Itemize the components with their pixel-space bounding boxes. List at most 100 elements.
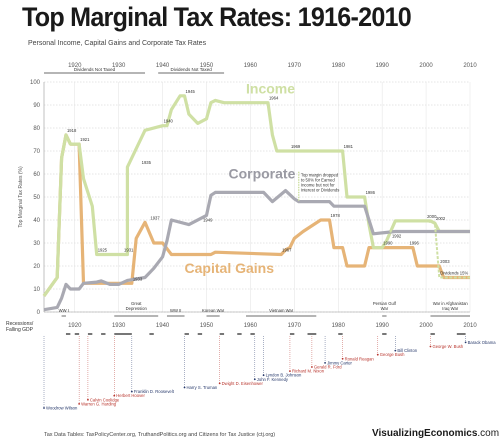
president-name: Jimmy Carter	[327, 360, 352, 365]
x-tick-label-bottom: 2000	[419, 323, 433, 329]
y-tick-label: 20	[33, 264, 40, 270]
annotation: 1918	[67, 128, 77, 133]
president-marker	[130, 390, 133, 393]
x-tick-label-top: 1960	[244, 63, 258, 69]
president-name: Franklin D. Roosevelt	[134, 389, 175, 394]
x-tick-label-bottom: 1950	[200, 323, 214, 329]
president-marker	[218, 382, 221, 385]
annotation: 1935	[142, 160, 152, 165]
y-tick-label: 50	[33, 195, 40, 201]
x-tick-label-bottom: 1970	[288, 323, 302, 329]
recession-bar	[184, 333, 189, 335]
annotation: 1933	[133, 276, 143, 281]
president-name: Barack Obama	[468, 340, 497, 345]
annotation: 1949	[203, 218, 213, 223]
president-name: Bill Clinton	[397, 348, 417, 353]
event-band-label: Great	[131, 301, 142, 306]
series-line-capital-gains	[42, 133, 470, 297]
president-marker	[78, 403, 81, 405]
page-title: Top Marginal Tax Rates: 1916-2010	[22, 2, 412, 32]
annotation: 1945	[186, 89, 196, 94]
recession-bar	[65, 333, 71, 335]
recession-bar	[430, 333, 435, 335]
president-name: Harry S. Truman	[187, 385, 218, 390]
president-name: George Bush	[380, 352, 405, 357]
president-marker	[43, 407, 45, 409]
recessions-label: Recessions/	[6, 321, 34, 327]
recession-bar	[197, 333, 203, 335]
x-tick-label-bottom: 1980	[332, 323, 346, 329]
annotation: 1969	[291, 144, 301, 149]
annotation: 1996	[410, 241, 420, 246]
recession-bar	[456, 333, 466, 335]
recession-bar	[219, 333, 225, 335]
event-band-label: WW II	[170, 308, 181, 313]
president-marker	[289, 370, 291, 372]
president-marker	[341, 357, 344, 360]
annotation: 1990	[383, 241, 393, 246]
x-tick-label-top: 1920	[68, 63, 82, 69]
recession-bar	[307, 333, 317, 335]
annotation: 1940	[164, 119, 174, 124]
note-text-line: Interest or Dividends	[301, 187, 339, 192]
annotation: 1978	[330, 213, 340, 218]
brand-logo: VisualizingEconomics.com	[372, 428, 499, 439]
annotation: 1931	[124, 248, 134, 253]
x-tick-label-top: 2000	[419, 63, 433, 69]
president-marker	[262, 374, 265, 377]
y-tick-label: 70	[33, 149, 40, 155]
event-band-label: War in Afghanistan	[433, 301, 469, 306]
annotation: 2000	[427, 214, 437, 219]
recession-bar	[237, 333, 242, 335]
x-tick-label-bottom: 1990	[375, 323, 389, 329]
page-subtitle: Personal Income, Capital Gains and Corpo…	[28, 40, 207, 47]
brand-name: VisualizingEconomics	[372, 428, 478, 439]
note-text-line: to 50% for Earned	[301, 177, 335, 182]
source-note: Tax Data Tables: TaxPolicyCenter.org, Tr…	[44, 432, 276, 438]
president-marker	[113, 394, 116, 397]
president-marker	[429, 345, 432, 348]
annotation: 1992	[392, 234, 402, 239]
annotation: 1967	[282, 248, 292, 253]
recession-bar	[87, 333, 93, 335]
event-band-label: War	[381, 306, 389, 311]
event-band-label: Korean War	[202, 308, 225, 313]
event-band-label: Iraq War	[442, 306, 459, 311]
x-tick-label-top: 1930	[112, 63, 126, 69]
y-axis-label: Top Marginal Tax Rates (%)	[18, 166, 24, 228]
president-marker	[310, 366, 313, 368]
president-name: Gerald R. Ford	[314, 365, 342, 370]
recession-bar	[289, 333, 295, 335]
y-tick-label: 90	[33, 103, 40, 109]
event-band-label: WW I	[59, 308, 69, 313]
recession-bar	[149, 333, 154, 335]
president-name: John F. Kennedy	[257, 377, 289, 382]
president-marker	[394, 349, 397, 352]
recession-bar	[101, 333, 106, 335]
x-tick-label-bottom: 1920	[68, 323, 82, 329]
x-tick-label-top: 1950	[200, 63, 214, 69]
series-label-income: Income	[246, 81, 295, 97]
y-tick-label: 0	[37, 310, 41, 316]
y-tick-label: 100	[30, 80, 41, 86]
president-name: Warren G. Harding	[81, 401, 117, 406]
dividends-band-label: Dividends Not Taxed	[74, 67, 116, 72]
president-marker	[253, 378, 256, 381]
series-label-capital-gains: Capital Gains	[185, 260, 275, 276]
event-band-label: Persian Gulf	[373, 301, 397, 306]
event-band-label: Vietnam War	[269, 308, 294, 313]
x-tick-label-bottom: 1930	[112, 323, 126, 329]
x-tick-label-top: 2010	[463, 63, 477, 69]
president-marker	[87, 398, 89, 401]
y-tick-label: 30	[33, 241, 40, 247]
annotation: Dividends 15%	[440, 271, 468, 276]
series-line-income	[42, 94, 470, 297]
recessions-label: Falling GDP	[6, 327, 34, 333]
x-tick-label-top: 1970	[288, 63, 302, 69]
president-marker	[183, 386, 186, 389]
brand-domain: .com	[477, 428, 500, 439]
note-text-line: Top margin dropped	[301, 172, 339, 177]
event-band-label: Depression	[126, 306, 148, 311]
president-name: George W. Bush	[432, 344, 463, 349]
